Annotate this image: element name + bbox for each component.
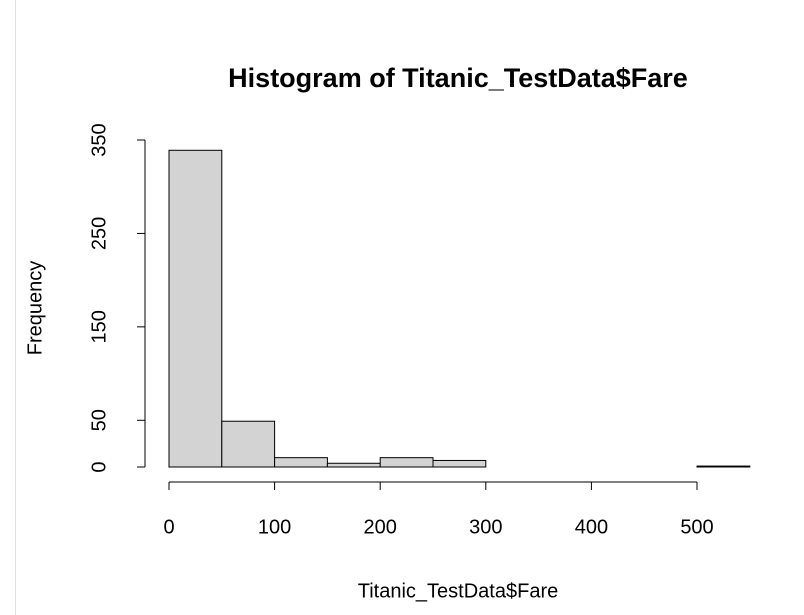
x-tick-label: 400 bbox=[575, 516, 608, 538]
chart-title: Histogram of Titanic_TestData$Fare bbox=[228, 63, 688, 93]
x-tick-label: 0 bbox=[163, 516, 174, 538]
x-tick-label: 100 bbox=[258, 516, 291, 538]
x-axis-label: Titanic_TestData$Fare bbox=[358, 580, 558, 602]
y-axis-label: Frequency bbox=[24, 261, 46, 356]
bar bbox=[326, 462, 381, 468]
bar bbox=[696, 465, 751, 468]
bar bbox=[274, 457, 328, 468]
y-tick-label: 50 bbox=[88, 409, 110, 431]
y-tick-label: 150 bbox=[88, 310, 110, 343]
y-tick-label: 250 bbox=[88, 217, 110, 250]
x-tick-label: 300 bbox=[469, 516, 502, 538]
bar bbox=[379, 457, 434, 468]
x-tick-label: 500 bbox=[680, 516, 713, 538]
bar bbox=[168, 149, 223, 468]
y-tick-label: 0 bbox=[88, 461, 110, 472]
bar bbox=[221, 420, 276, 468]
x-tick-label: 200 bbox=[364, 516, 397, 538]
bar bbox=[432, 459, 487, 468]
y-tick-label: 350 bbox=[88, 123, 110, 156]
